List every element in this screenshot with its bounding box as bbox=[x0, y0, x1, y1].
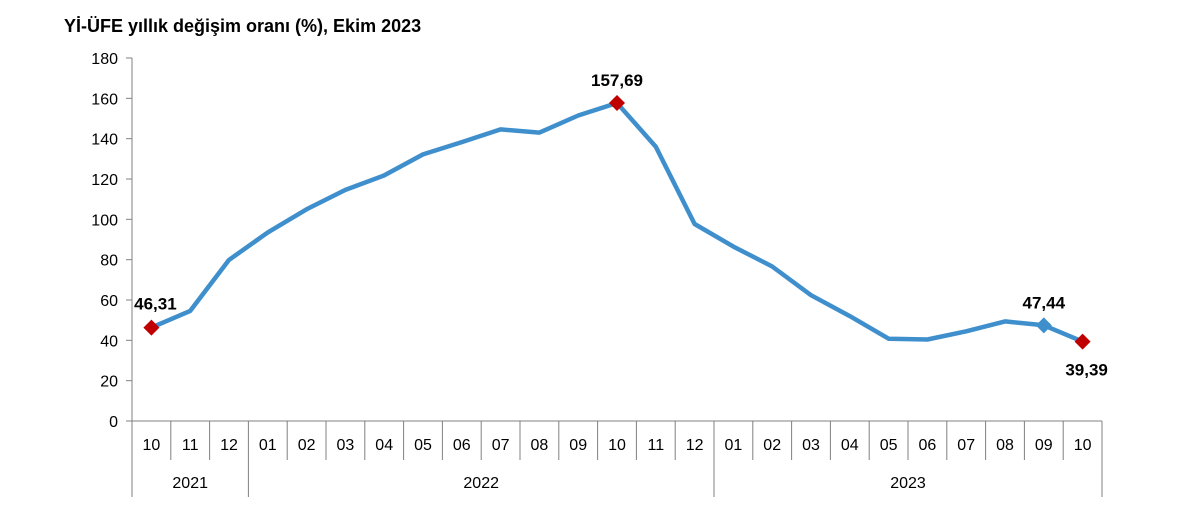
x-tick-label: 10 bbox=[608, 437, 626, 454]
y-tick-label: 140 bbox=[91, 132, 118, 149]
x-tick-label: 04 bbox=[841, 437, 859, 454]
x-tick-label: 06 bbox=[919, 437, 937, 454]
data-point-marker bbox=[143, 319, 160, 336]
data-label: 47,44 bbox=[1023, 293, 1066, 312]
x-tick-label: 10 bbox=[143, 437, 161, 454]
x-tick-label: 03 bbox=[337, 437, 355, 454]
x-tick-label: 01 bbox=[725, 437, 743, 454]
data-point-marker bbox=[609, 94, 625, 111]
x-tick-label: 09 bbox=[1035, 437, 1053, 454]
y-tick-label: 20 bbox=[100, 374, 118, 391]
x-tick-label: 11 bbox=[647, 437, 664, 454]
x-tick-label: 11 bbox=[182, 437, 199, 454]
chart-title: Yİ-ÜFE yıllık değişim oranı (%), Ekim 20… bbox=[64, 16, 422, 36]
y-tick-label: 100 bbox=[91, 212, 118, 229]
x-tick-label: 07 bbox=[492, 437, 510, 454]
series-line bbox=[149, 100, 1085, 344]
x-tick-label: 03 bbox=[802, 437, 820, 454]
x-tick-label: 12 bbox=[220, 437, 238, 454]
x-tick-label: 02 bbox=[298, 437, 316, 454]
year-label: 2021 bbox=[172, 475, 208, 492]
y-tick-label: 160 bbox=[91, 91, 118, 108]
x-tick-label: 07 bbox=[957, 437, 975, 454]
y-tick-label: 60 bbox=[100, 293, 118, 310]
data-label: 39,39 bbox=[1065, 361, 1108, 380]
x-tick-label: 05 bbox=[414, 437, 432, 454]
x-tick-label: 05 bbox=[880, 437, 898, 454]
x-tick-label: 02 bbox=[763, 437, 781, 454]
data-label: 157,69 bbox=[591, 71, 643, 90]
data-point-marker bbox=[1035, 317, 1052, 334]
x-tick-label: 12 bbox=[686, 437, 704, 454]
x-tick-label: 06 bbox=[453, 437, 471, 454]
y-tick-label: 180 bbox=[91, 51, 118, 68]
data-point-marker bbox=[1074, 333, 1091, 350]
x-tick-label: 04 bbox=[375, 437, 393, 454]
y-tick-label: 120 bbox=[91, 172, 118, 189]
y-tick-label: 40 bbox=[100, 333, 118, 350]
year-label: 2022 bbox=[463, 475, 499, 492]
y-tick-label: 0 bbox=[109, 414, 118, 431]
x-tick-label: 08 bbox=[996, 437, 1014, 454]
x-tick-label: 01 bbox=[259, 437, 277, 454]
x-tick-label: 08 bbox=[531, 437, 549, 454]
data-label: 46,31 bbox=[134, 295, 177, 314]
y-tick-label: 80 bbox=[100, 253, 118, 270]
x-tick-label: 09 bbox=[569, 437, 587, 454]
year-label: 2023 bbox=[890, 475, 926, 492]
x-tick-label: 10 bbox=[1074, 437, 1092, 454]
